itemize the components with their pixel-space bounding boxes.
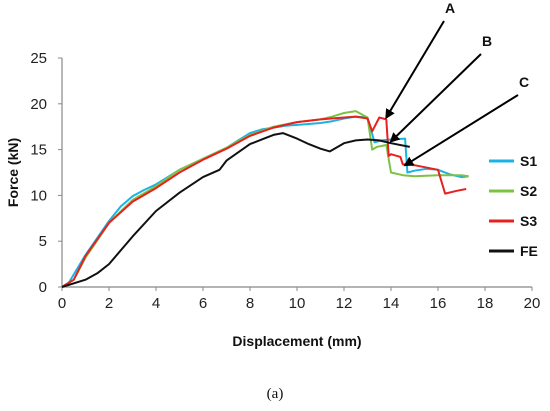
legend-label: S1 xyxy=(520,153,537,169)
legend-label: S3 xyxy=(520,213,537,229)
x-tick-label: 16 xyxy=(430,295,447,312)
x-tick-label: 4 xyxy=(152,295,160,312)
annotations: A B C xyxy=(385,0,529,167)
x-tick-label: 8 xyxy=(246,295,254,312)
x-tick-label: 0 xyxy=(58,295,66,312)
series-line-fe xyxy=(61,132,410,288)
annotation-label: C xyxy=(519,74,529,90)
annotation-label: B xyxy=(482,33,492,49)
x-tick-label: 6 xyxy=(199,295,207,312)
x-tick-label: 12 xyxy=(336,295,353,312)
x-tick-label: 18 xyxy=(477,295,494,312)
x-tick-label: 10 xyxy=(289,295,306,312)
axes xyxy=(61,58,532,288)
x-tick-label: 20 xyxy=(524,295,541,312)
series-lines xyxy=(61,110,469,288)
y-tick-label: 5 xyxy=(39,233,47,250)
x-axis-title: Displacement (mm) xyxy=(232,333,361,349)
annotation-arrow xyxy=(403,94,519,167)
y-tick-label: 20 xyxy=(30,96,47,113)
y-axis-title: Force (kN) xyxy=(5,138,21,207)
y-ticks: 0 5 10 15 20 25 xyxy=(30,50,62,296)
y-tick-label: 15 xyxy=(30,142,47,159)
legend: S1 S2 S3 FE xyxy=(489,153,538,259)
figure-caption: (a) xyxy=(266,386,284,402)
y-tick-label: 0 xyxy=(39,279,47,296)
annotation-label: A xyxy=(445,0,455,16)
legend-label: FE xyxy=(520,243,538,259)
legend-label: S2 xyxy=(520,183,537,199)
y-tick-label: 25 xyxy=(30,50,47,67)
y-tick-label: 10 xyxy=(30,187,47,204)
x-tick-label: 2 xyxy=(105,295,113,312)
annotation-arrow xyxy=(389,53,482,143)
annotation-arrow xyxy=(385,20,445,120)
series-line-s1 xyxy=(61,115,469,288)
x-tick-label: 14 xyxy=(383,295,400,312)
x-ticks: 0 2 4 6 8 10 12 14 16 18 20 xyxy=(58,287,541,312)
